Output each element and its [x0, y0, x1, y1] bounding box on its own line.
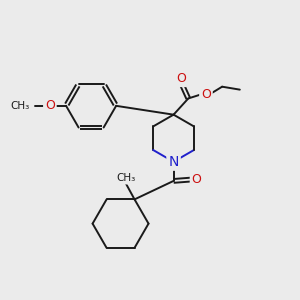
Text: CH₃: CH₃ [10, 101, 29, 111]
Text: O: O [192, 173, 202, 186]
Text: O: O [45, 99, 55, 112]
Text: O: O [201, 88, 211, 100]
Text: N: N [168, 155, 179, 169]
Text: CH₃: CH₃ [116, 173, 135, 183]
Text: O: O [176, 72, 186, 85]
